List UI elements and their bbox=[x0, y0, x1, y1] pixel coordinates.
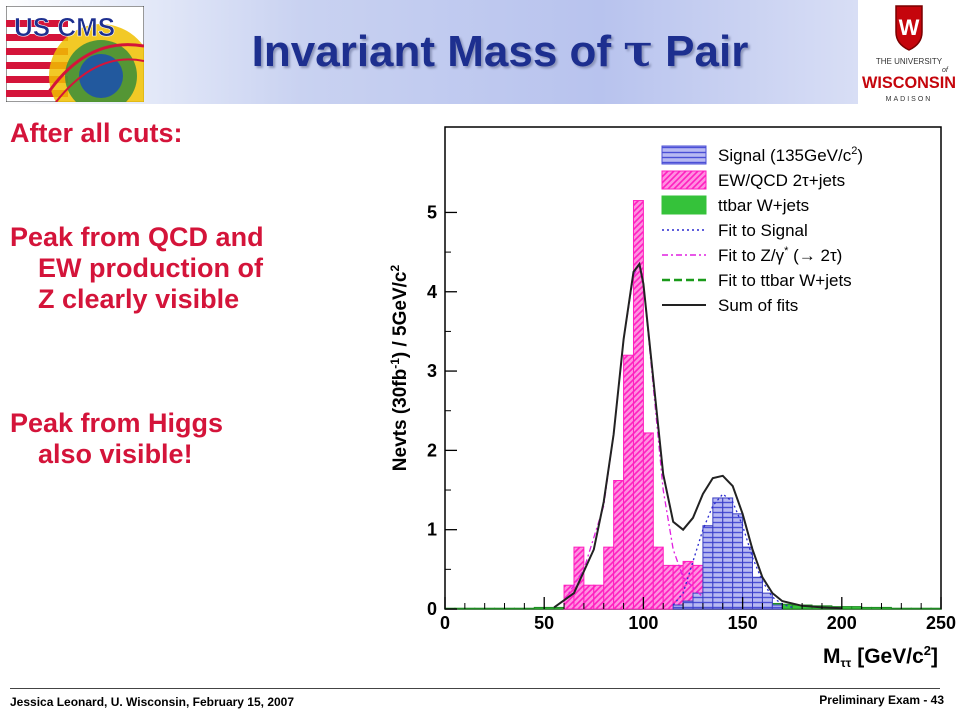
bullet-qcd-peak: Peak from QCD and EW production of Z cle… bbox=[10, 222, 264, 314]
y-tick-label-4: 4 bbox=[427, 282, 437, 302]
bar-ttbar-25 bbox=[494, 607, 506, 610]
bar-ewqcd-75 bbox=[593, 584, 605, 610]
bar-ttbar-205 bbox=[851, 606, 863, 610]
x-axis-label: Mττ [GeV/c2] bbox=[823, 643, 938, 670]
x-tick-label-150: 150 bbox=[728, 613, 758, 633]
bar-ewqcd-90 bbox=[623, 354, 634, 610]
bullet-after-cuts: After all cuts: bbox=[10, 118, 183, 148]
sum-of-fits-line bbox=[553, 261, 842, 610]
x-tick-label-100: 100 bbox=[628, 613, 658, 633]
bullet-higgs-peak: Peak from Higgs also visible! bbox=[10, 408, 224, 469]
y-tick-label-1: 1 bbox=[427, 520, 437, 540]
cms-logo-text: US CMS bbox=[14, 12, 115, 42]
mass-histogram: 0 50 100 150 200 250 0 1 2 3 4 5 Signal (135GeV/c2)… bbox=[388, 126, 956, 670]
flag-stripes bbox=[6, 20, 68, 97]
slide-title: Invariant Mass of τ Pair bbox=[251, 26, 749, 77]
legend-label-2: ttbar W+jets bbox=[718, 196, 809, 215]
bar-signal-140 bbox=[722, 497, 734, 610]
footer-author: Jessica Leonard, U. Wisconsin, February … bbox=[10, 695, 295, 709]
bar-ttbar-210 bbox=[861, 606, 873, 610]
bar-ttbar-45 bbox=[533, 606, 545, 610]
bar-ewqcd-110 bbox=[662, 564, 674, 610]
x-tick-label-250: 250 bbox=[926, 613, 956, 633]
y-axis-label: Nevts (30fb-1) / 5GeV/c2 bbox=[388, 264, 411, 471]
footer-divider bbox=[10, 688, 940, 689]
uw-crest-icon bbox=[895, 5, 923, 51]
y-tick-label-0: 0 bbox=[427, 599, 437, 619]
bar-signal-165 bbox=[771, 604, 783, 610]
bar-ewqcd-65 bbox=[573, 546, 585, 610]
bar-ttbar-40 bbox=[523, 607, 535, 610]
x-tick-label-200: 200 bbox=[827, 613, 857, 633]
footer-page: Preliminary Exam - 43 bbox=[819, 693, 944, 707]
bar-ttbar-240 bbox=[920, 607, 932, 610]
bar-ttbar-50 bbox=[543, 606, 555, 610]
y-tick-label-5: 5 bbox=[427, 202, 437, 222]
y-tick-label-3: 3 bbox=[427, 361, 437, 381]
uw-of: of bbox=[942, 67, 949, 74]
bar-ewqcd-100 bbox=[642, 432, 654, 610]
bar-ttbar-220 bbox=[880, 606, 892, 610]
bar-ttbar-55 bbox=[553, 606, 565, 610]
bar-ttbar-15 bbox=[474, 607, 486, 610]
bar-ttbar-225 bbox=[890, 607, 902, 610]
bar-ttbar-35 bbox=[513, 607, 525, 610]
bar-ewqcd-85 bbox=[613, 480, 625, 610]
bar-signal-135 bbox=[712, 497, 724, 610]
bar-signal-155 bbox=[752, 576, 763, 610]
legend-label-1: EW/QCD 2τ+jets bbox=[718, 171, 845, 190]
fit-signal-line bbox=[672, 493, 793, 609]
legend-label-3: Fit to Signal bbox=[718, 221, 808, 240]
uw-city: MADISON bbox=[886, 96, 933, 103]
uw-name: WISCONSIN bbox=[862, 73, 956, 92]
cms-logo: US CMS bbox=[6, 6, 144, 102]
bar-ttbar-245 bbox=[930, 607, 942, 610]
legend-swatch-2 bbox=[661, 195, 707, 215]
bar-ttbar-20 bbox=[484, 607, 496, 610]
bar-signal-130 bbox=[702, 525, 714, 610]
title-banner: US CMS Invariant Mass of τ Pair bbox=[0, 0, 858, 104]
bar-ttbar-200 bbox=[841, 606, 853, 610]
x-tick-label-0: 0 bbox=[440, 613, 450, 633]
x-tick-label-50: 50 bbox=[534, 613, 554, 633]
bar-ttbar-235 bbox=[910, 607, 922, 610]
bar-ttbar-30 bbox=[504, 607, 515, 610]
bar-signal-120 bbox=[682, 600, 694, 610]
bar-ewqcd-70 bbox=[583, 584, 595, 610]
uw-small: THE UNIVERSITY bbox=[876, 57, 943, 66]
bar-ewqcd-95 bbox=[632, 200, 644, 610]
bar-ttbar-10 bbox=[464, 607, 476, 610]
uw-logo: W THE UNIVERSITY of WISCONSIN MADISON bbox=[862, 5, 956, 103]
bar-ewqcd-80 bbox=[603, 546, 615, 610]
legend-label-0: Signal (135GeV/c2) bbox=[718, 145, 863, 165]
bar-signal-150 bbox=[742, 546, 754, 610]
bar-ttbar-230 bbox=[900, 607, 912, 610]
legend-label-5: Fit to ttbar W+jets bbox=[718, 271, 852, 290]
uw-crest-letter: W bbox=[899, 15, 920, 40]
legend-label-4: Fit to Z/γ* (→ 2τ) bbox=[718, 245, 842, 265]
legend-swatch-0 bbox=[661, 145, 707, 165]
y-tick-label-2: 2 bbox=[427, 440, 437, 460]
bar-ttbar-215 bbox=[871, 606, 882, 610]
legend-swatch-1 bbox=[661, 170, 707, 190]
bar-signal-115 bbox=[672, 604, 684, 610]
bar-signal-125 bbox=[692, 592, 704, 610]
bar-signal-145 bbox=[732, 513, 744, 610]
legend-label-6: Sum of fits bbox=[718, 296, 798, 315]
bar-ewqcd-105 bbox=[652, 546, 664, 610]
bar-signal-160 bbox=[761, 592, 773, 610]
